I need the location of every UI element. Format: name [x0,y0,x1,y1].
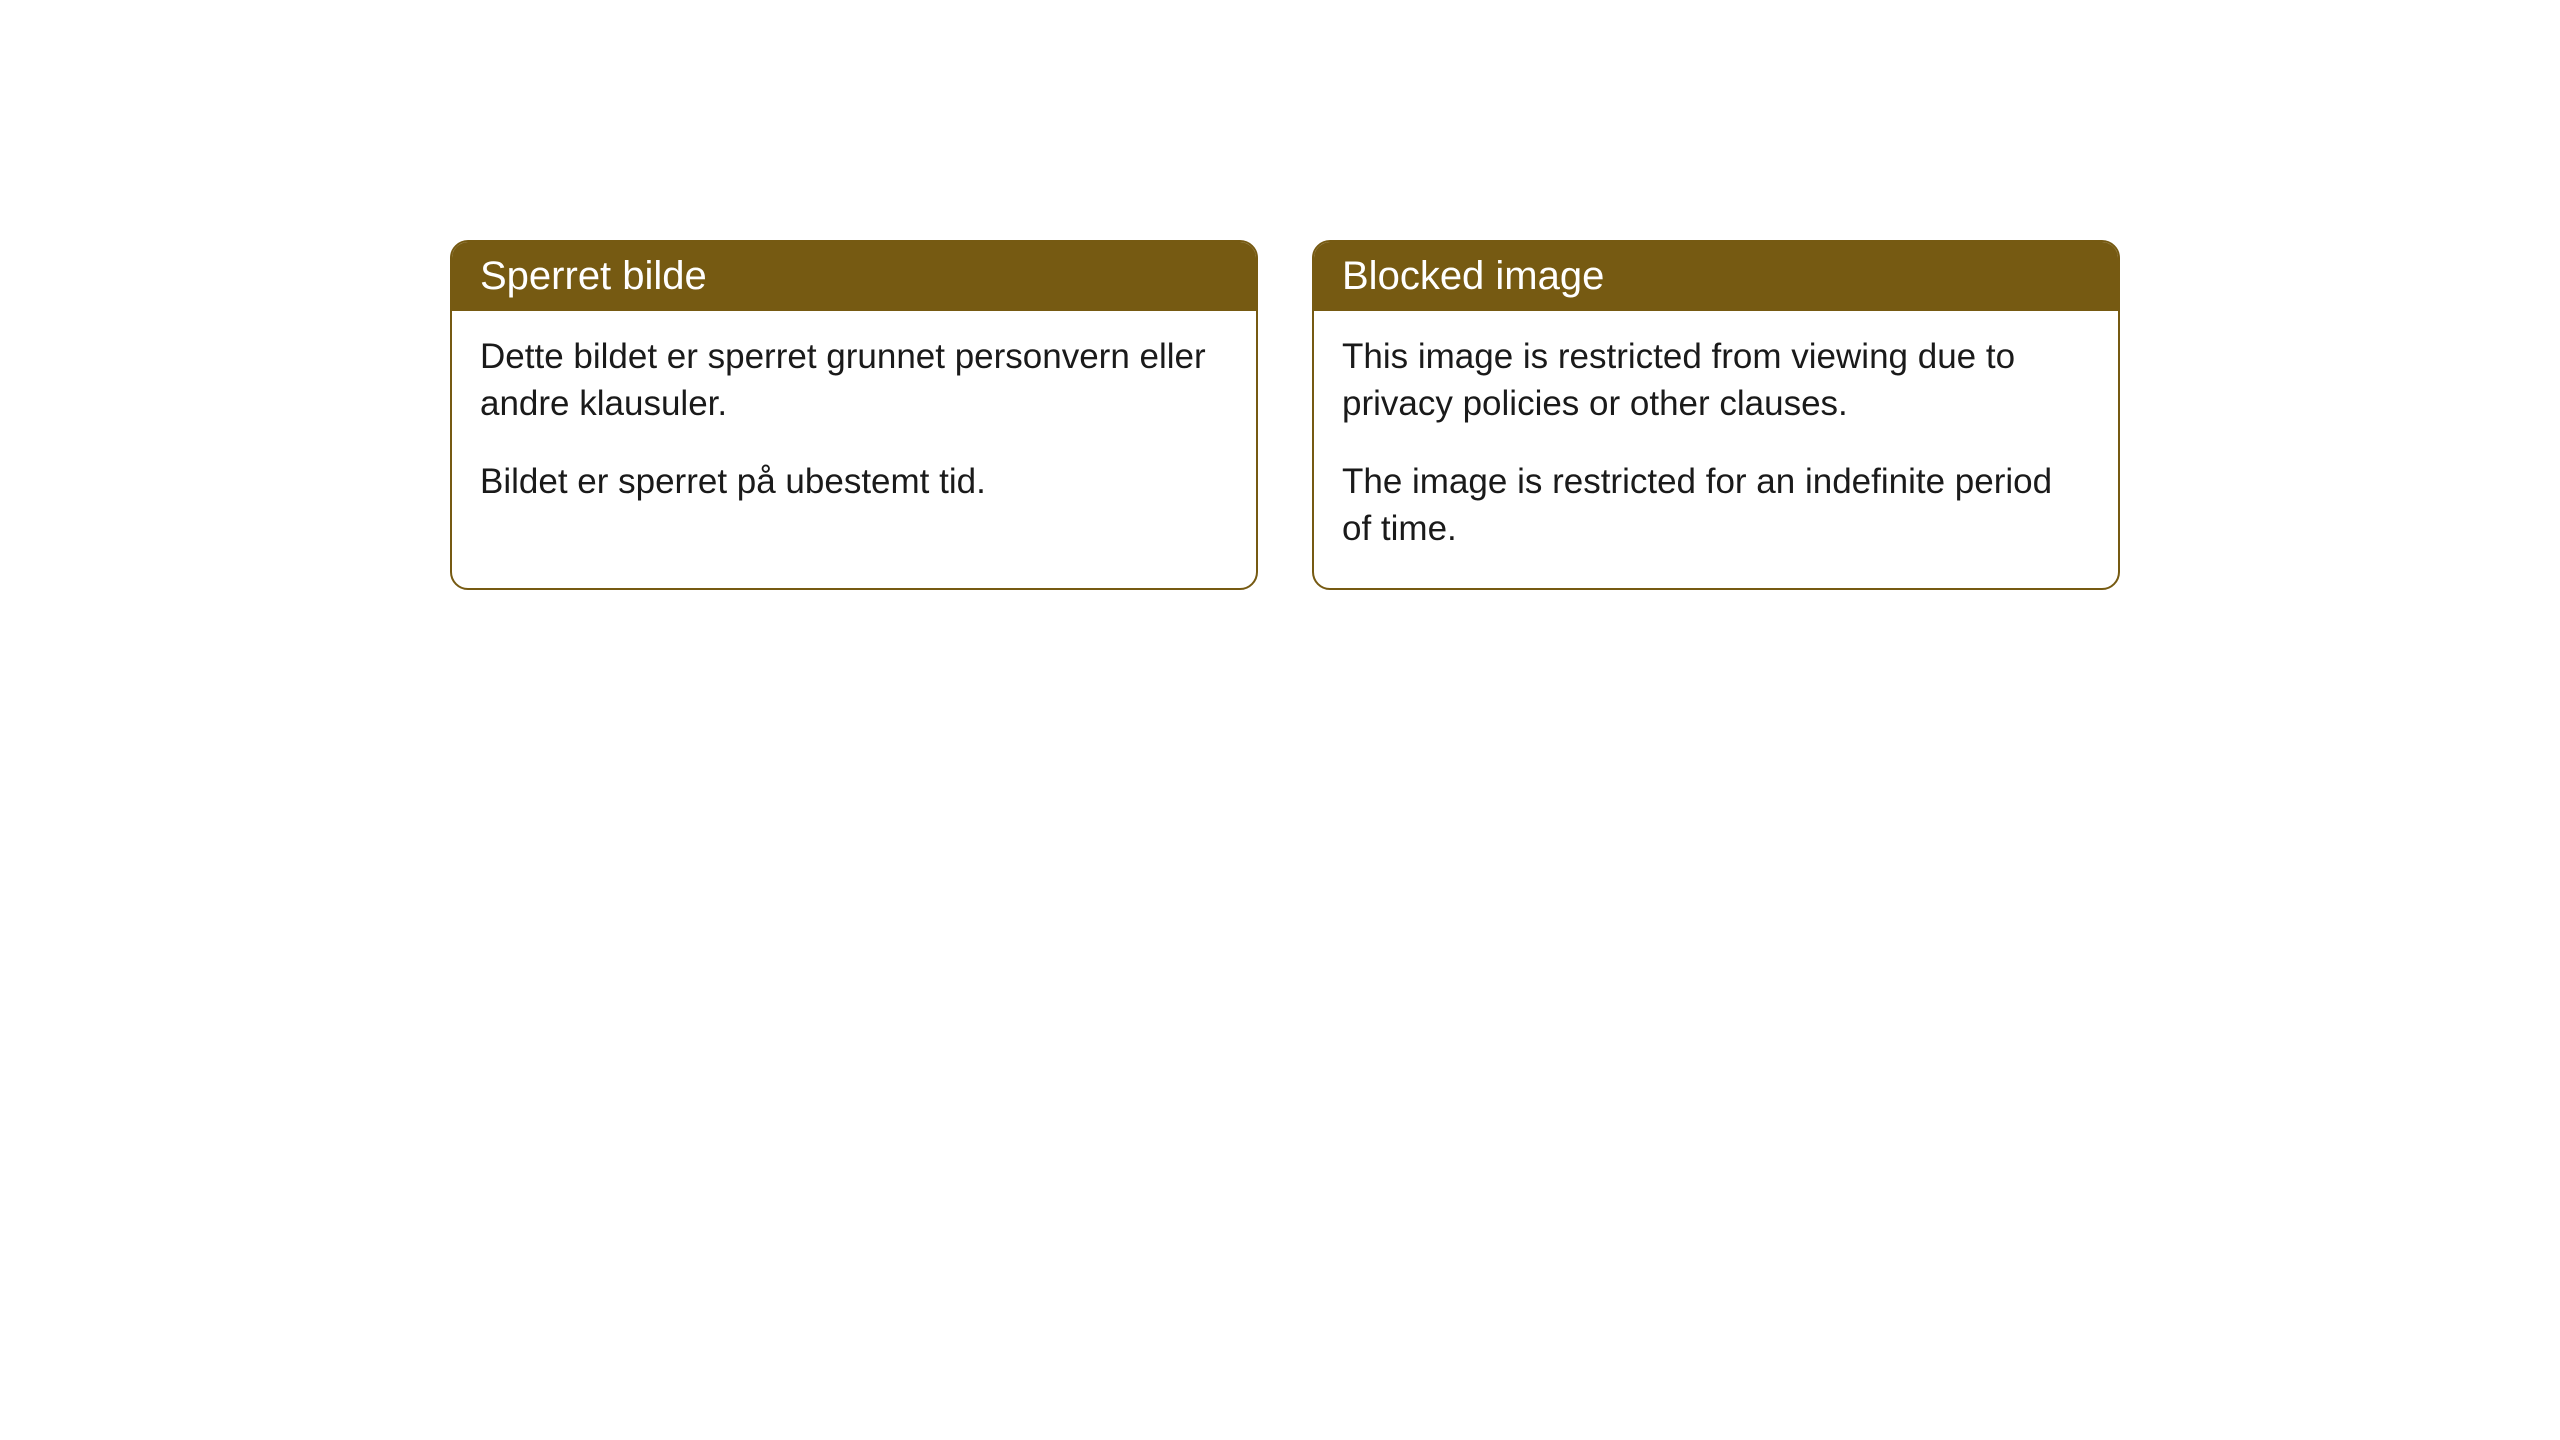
card-title: Blocked image [1342,254,1604,298]
card-text-paragraph: Dette bildet er sperret grunnet personve… [480,333,1228,428]
notice-cards-container: Sperret bilde Dette bildet er sperret gr… [450,240,2120,590]
card-body-norwegian: Dette bildet er sperret grunnet personve… [452,311,1256,541]
blocked-image-card-norwegian: Sperret bilde Dette bildet er sperret gr… [450,240,1258,590]
card-body-english: This image is restricted from viewing du… [1314,311,2118,588]
card-header-norwegian: Sperret bilde [452,242,1256,311]
card-text-paragraph: Bildet er sperret på ubestemt tid. [480,458,1228,505]
card-header-english: Blocked image [1314,242,2118,311]
card-text-paragraph: The image is restricted for an indefinit… [1342,458,2090,553]
card-title: Sperret bilde [480,254,707,298]
blocked-image-card-english: Blocked image This image is restricted f… [1312,240,2120,590]
card-text-paragraph: This image is restricted from viewing du… [1342,333,2090,428]
